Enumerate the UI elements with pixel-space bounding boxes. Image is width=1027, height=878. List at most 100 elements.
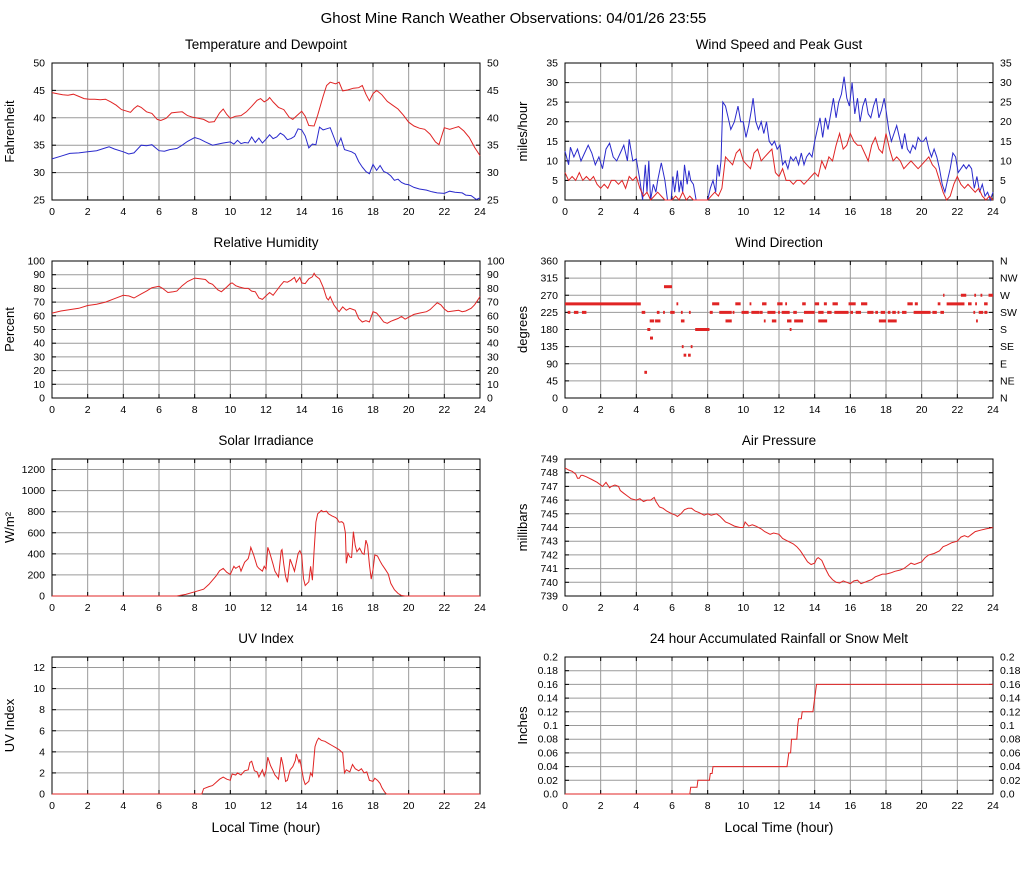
svg-text:0.04: 0.04 [1000,761,1021,773]
svg-text:8: 8 [192,602,198,614]
svg-text:22: 22 [438,404,450,416]
svg-text:8: 8 [192,206,198,218]
svg-text:25: 25 [546,97,558,109]
svg-text:4: 4 [633,404,639,416]
svg-text:NW: NW [1000,273,1018,285]
svg-text:0: 0 [552,393,558,405]
svg-text:18: 18 [367,602,379,614]
svg-text:18: 18 [367,404,379,416]
svg-text:degrees: degrees [515,306,530,353]
svg-text:2: 2 [85,602,91,614]
svg-text:S: S [1000,324,1007,336]
svg-text:5: 5 [552,175,558,187]
svg-text:6: 6 [669,404,675,416]
svg-text:24: 24 [987,206,999,218]
svg-text:6: 6 [156,800,162,812]
svg-text:0: 0 [49,206,55,218]
svg-text:10: 10 [737,206,749,218]
svg-text:10: 10 [224,404,236,416]
svg-text:0: 0 [487,393,493,405]
svg-text:90: 90 [546,358,558,370]
svg-text:24: 24 [987,602,999,614]
svg-text:22: 22 [951,404,963,416]
svg-text:10: 10 [546,155,558,167]
svg-text:225: 225 [540,307,558,319]
svg-text:18: 18 [880,800,892,812]
svg-text:70: 70 [487,297,499,309]
svg-text:0: 0 [562,602,568,614]
svg-text:745: 745 [540,508,558,520]
chart-title: Solar Irradiance [218,433,314,448]
svg-text:50: 50 [33,58,45,70]
svg-text:10: 10 [224,206,236,218]
svg-text:40: 40 [487,338,499,350]
svg-text:20: 20 [1000,116,1012,128]
page-title: Ghost Mine Ranch Weather Observations: 0… [320,10,707,27]
svg-text:N: N [1000,256,1008,268]
svg-text:60: 60 [487,310,499,322]
svg-text:1200: 1200 [22,464,46,476]
svg-text:60: 60 [33,310,45,322]
svg-text:2: 2 [85,206,91,218]
svg-text:746: 746 [540,495,558,507]
svg-text:35: 35 [1000,58,1012,70]
svg-text:35: 35 [33,140,45,152]
svg-text:14: 14 [809,800,821,812]
svg-text:16: 16 [844,602,856,614]
svg-text:50: 50 [33,324,45,336]
svg-text:0.02: 0.02 [538,775,559,787]
svg-text:400: 400 [27,548,45,560]
x-axis-label: Local Time (hour) [211,819,321,835]
svg-text:20: 20 [916,404,928,416]
svg-text:14: 14 [296,404,308,416]
chart-grid: Temperature and Dewpoint 0 2 4 6 8 10 12 14 16 18… [0,35,1027,839]
svg-text:100: 100 [487,256,505,268]
svg-text:40: 40 [487,112,499,124]
svg-text:18: 18 [880,404,892,416]
chart-title: Temperature and Dewpoint [184,37,348,52]
svg-text:12: 12 [260,404,272,416]
svg-text:10: 10 [224,800,236,812]
svg-text:14: 14 [809,206,821,218]
svg-text:12: 12 [260,800,272,812]
svg-text:16: 16 [844,206,856,218]
svg-text:800: 800 [27,506,45,518]
chart-title: 24 hour Accumulated Rainfall or Snow Mel… [649,631,909,646]
svg-text:16: 16 [844,404,856,416]
svg-text:NE: NE [1000,375,1015,387]
svg-text:40: 40 [33,112,45,124]
svg-text:0: 0 [562,800,568,812]
svg-text:600: 600 [27,527,45,539]
svg-text:30: 30 [33,351,45,363]
svg-text:0.18: 0.18 [1000,665,1021,677]
svg-text:10: 10 [737,800,749,812]
svg-text:8: 8 [705,206,711,218]
svg-text:12: 12 [33,662,45,674]
svg-text:18: 18 [880,206,892,218]
svg-text:0.12: 0.12 [538,706,559,718]
svg-text:15: 15 [1000,136,1012,148]
svg-text:2: 2 [598,602,604,614]
svg-text:20: 20 [403,404,415,416]
svg-text:0: 0 [39,393,45,405]
svg-text:0.16: 0.16 [1000,679,1021,691]
svg-text:20: 20 [916,602,928,614]
svg-text:2: 2 [85,800,91,812]
svg-text:20: 20 [403,800,415,812]
svg-text:14: 14 [809,404,821,416]
svg-text:70: 70 [33,297,45,309]
svg-text:10: 10 [1000,155,1012,167]
svg-text:10: 10 [33,379,45,391]
svg-text:20: 20 [487,365,499,377]
svg-text:742: 742 [540,549,558,561]
svg-text:16: 16 [331,602,343,614]
svg-text:2: 2 [85,404,91,416]
chart-wind-speed-gust: Wind Speed and Peak Gust 0 2 4 6 8 10 12 14 16 18… [513,35,1026,223]
svg-text:0: 0 [39,789,45,801]
svg-text:12: 12 [773,206,785,218]
svg-text:100: 100 [27,256,45,268]
svg-text:4: 4 [120,602,126,614]
svg-text:18: 18 [880,602,892,614]
